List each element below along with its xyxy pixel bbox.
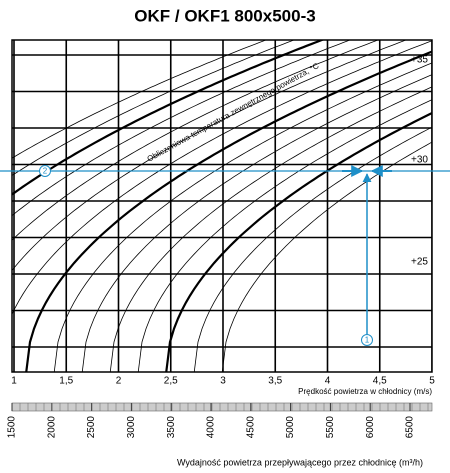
x-tick-label: 2: [116, 376, 122, 387]
x2-axis-label: Wydajność powietrza przepływającego prze…: [177, 457, 423, 467]
x2-tick-label: 3000: [126, 416, 137, 439]
x2-tick-label: 2000: [46, 416, 57, 439]
x-tick-label: 3: [220, 376, 226, 387]
x2-tick-label: 5000: [285, 416, 296, 439]
curve: [109, 86, 432, 372]
x2-tick-label: 6500: [405, 416, 416, 439]
curve: [25, 50, 432, 372]
curve: [53, 62, 432, 372]
x2-tick-label: 6000: [365, 416, 376, 439]
x2-tick-label: 4500: [245, 416, 256, 439]
curve: [221, 141, 432, 372]
x-tick-label: 4,5: [373, 376, 387, 387]
x-tick-label: 1,5: [59, 376, 73, 387]
curve-label: +35: [411, 55, 428, 66]
curve: [12, 40, 351, 217]
x-tick-label: 3,5: [268, 376, 282, 387]
curve: [12, 40, 432, 316]
x2-tick-label: 4000: [206, 416, 217, 439]
curve: [12, 40, 295, 176]
curve: [81, 74, 432, 372]
marker-circle: [39, 165, 51, 177]
curve: [137, 99, 432, 372]
marker-label: 1: [365, 336, 370, 345]
x-tick-label: 5: [429, 376, 435, 387]
curve: [12, 40, 267, 159]
x-tick-label: 4: [325, 376, 331, 387]
curve: [12, 40, 325, 196]
curve: [193, 126, 432, 372]
x2-tick-label: 5500: [325, 416, 336, 439]
plot-frame: [11, 39, 433, 373]
x2-tick-label: 1500: [7, 416, 18, 439]
marker-label: 2: [43, 167, 48, 176]
curve: [165, 111, 432, 372]
curve-group: [12, 40, 432, 372]
curve: [12, 40, 379, 241]
marker-circle: [361, 334, 373, 346]
curve: [12, 40, 407, 272]
x2-tick-label: 2500: [86, 416, 97, 439]
chart-title: OKF / OKF1 800x500-3: [134, 6, 315, 25]
flow-scale-bar: [11, 402, 433, 412]
x-axis-label: Prędkość powietrza w chłodnicy (m/s): [298, 387, 432, 396]
curve-label: +30: [411, 155, 428, 166]
curve-label: +25: [411, 257, 428, 268]
x-tick-label: 1: [11, 376, 17, 387]
x-tick-label: 2,5: [164, 376, 178, 387]
x2-tick-label: 3500: [166, 416, 177, 439]
